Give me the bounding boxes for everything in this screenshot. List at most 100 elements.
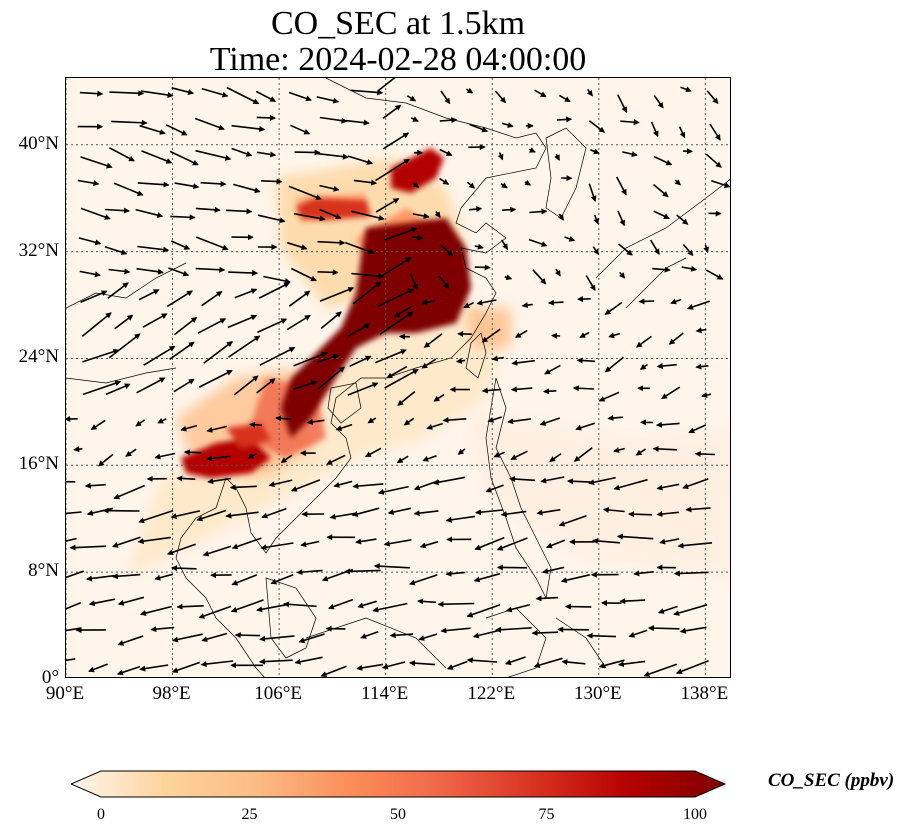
- wind-arrow: [166, 290, 193, 308]
- wind-arrow: [608, 332, 621, 339]
- wind-arrow: [319, 208, 342, 219]
- wind-arrow: [502, 206, 517, 213]
- colorbar-tick-label: 50: [390, 806, 406, 823]
- wind-arrow: [319, 116, 348, 124]
- wind-arrow: [418, 633, 438, 641]
- wind-arrow: [481, 328, 501, 343]
- wind-arrow: [78, 237, 102, 246]
- wind-arrow: [705, 269, 724, 280]
- wind-arrow: [510, 386, 533, 393]
- wind-arrow: [381, 257, 412, 277]
- wind-arrow: [466, 657, 498, 664]
- wind-arrow: [439, 148, 453, 157]
- wind-arrow: [501, 239, 509, 250]
- wind-arrow: [105, 207, 130, 214]
- wind-arrow: [649, 239, 660, 255]
- wind-arrow: [410, 116, 419, 122]
- wind-arrow: [472, 629, 500, 639]
- wind-arrow: [655, 421, 680, 428]
- wind-arrow: [613, 447, 625, 453]
- wind-arrow: [695, 363, 709, 370]
- wind-arrow: [200, 660, 234, 668]
- wind-arrow: [372, 602, 408, 613]
- wind-arrow: [203, 341, 233, 364]
- wind-arrow: [80, 290, 108, 303]
- wind-arrow: [635, 448, 647, 456]
- wind-arrow: [409, 660, 436, 667]
- wind-arrow: [382, 104, 402, 120]
- wind-arrow: [259, 346, 296, 366]
- wind-arrow: [137, 181, 170, 188]
- map-panel[interactable]: [65, 77, 731, 678]
- wind-arrow: [117, 635, 144, 646]
- wind-arrow: [474, 264, 491, 271]
- wind-arrow: [349, 355, 372, 368]
- wind-arrow: [442, 417, 467, 424]
- wind-arrow: [422, 454, 437, 462]
- wind-arrow: [117, 596, 145, 606]
- wind-arrow: [317, 354, 340, 363]
- wind-arrow: [381, 661, 406, 670]
- wind-arrow: [171, 661, 201, 674]
- wind-arrow: [473, 572, 501, 583]
- wind-arrow: [673, 570, 709, 577]
- wind-arrow: [475, 509, 503, 516]
- wind-arrow: [656, 511, 679, 517]
- wind-arrow: [504, 656, 526, 665]
- wind-arrow: [575, 422, 595, 431]
- wind-arrow: [328, 598, 354, 610]
- wind-arrow: [353, 179, 378, 186]
- wind-arrow: [166, 543, 196, 556]
- wind-arrow: [561, 659, 586, 666]
- wind-arrow: [139, 605, 172, 616]
- wind-arrow: [233, 375, 259, 396]
- wind-arrow: [652, 183, 669, 198]
- longitude-tick-label: 130°E: [573, 683, 622, 704]
- wind-arrow: [528, 238, 548, 247]
- wind-arrow: [466, 181, 476, 189]
- wind-arrow: [206, 425, 228, 433]
- wind-arrow: [275, 415, 292, 422]
- longitude-tick-label: 114°E: [361, 683, 409, 704]
- wind-arrow: [397, 390, 416, 406]
- wind-arrow: [125, 448, 137, 457]
- wind-arrow: [445, 570, 466, 577]
- wind-arrow: [579, 331, 590, 339]
- wind-arrow: [176, 475, 196, 482]
- wind-arrow: [201, 87, 229, 98]
- wind-arrow: [377, 485, 409, 495]
- wind-arrow: [66, 658, 76, 662]
- wind-arrow: [528, 147, 536, 153]
- wind-arrow: [419, 540, 439, 549]
- wind-arrow: [396, 455, 409, 464]
- wind-arrow: [393, 305, 413, 318]
- wind-arrow: [639, 363, 648, 370]
- wind-arrow: [493, 451, 506, 458]
- wind-arrow: [677, 542, 713, 549]
- wind-arrow: [233, 183, 261, 194]
- wind-arrow: [598, 391, 620, 402]
- wind-arrow: [112, 536, 141, 548]
- wind-arrow: [202, 545, 232, 557]
- wind-arrow: [620, 119, 640, 126]
- wind-arrow: [375, 198, 400, 213]
- wind-arrow: [616, 94, 628, 113]
- wind-arrow: [542, 566, 565, 574]
- wind-arrow: [558, 94, 571, 103]
- wind-arrow: [317, 239, 346, 246]
- wind-arrow: [586, 632, 617, 639]
- wind-arrow: [474, 536, 505, 551]
- wind-arrow: [234, 288, 258, 299]
- wind-arrow: [604, 301, 623, 315]
- colorbar-tick-label: 25: [241, 806, 258, 823]
- wind-arrow: [588, 476, 616, 486]
- co-concentration-field: [126, 148, 730, 578]
- wind-arrow: [440, 627, 471, 634]
- wind-arrow: [674, 179, 681, 186]
- wind-arrow: [673, 604, 708, 616]
- wind-arrow: [143, 345, 176, 366]
- wind-arrow: [703, 244, 710, 254]
- wind-arrow: [154, 573, 173, 581]
- wind-arrow: [539, 417, 561, 426]
- wind-arrow: [77, 179, 100, 187]
